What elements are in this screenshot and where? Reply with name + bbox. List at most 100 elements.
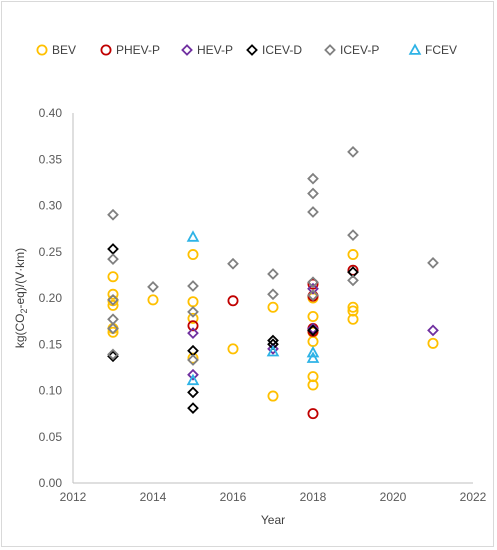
data-points (107, 145, 439, 420)
data-point-bev (107, 326, 119, 338)
y-tick-label: 0.25 (39, 245, 63, 259)
data-point-icev-p (107, 208, 119, 221)
data-point-icev-p (307, 289, 319, 302)
y-tick-labels: 0.00 0.05 0.10 0.15 0.20 0.25 0.30 0.35 0.40 (39, 106, 63, 490)
data-point-icev-p (107, 348, 119, 361)
y-tick-label: 0.10 (39, 384, 63, 398)
legend-label-icev-d: ICEV-D (262, 43, 302, 57)
legend-label-fcev: FCEV (425, 43, 457, 57)
y-tick-label: 0.15 (39, 337, 63, 351)
legend-marker-fcev (408, 43, 422, 55)
data-point-icev-d (267, 338, 279, 351)
data-point-bev (307, 310, 319, 322)
data-point-fcev (186, 373, 200, 386)
data-point-icev-p (107, 322, 119, 335)
data-point-bev (107, 299, 119, 311)
data-point-icev-p (347, 145, 359, 158)
legend-marker-phev-p (100, 44, 112, 56)
data-point-icev-p (267, 268, 279, 280)
data-point-bev (187, 312, 199, 324)
legend-label-phev-p: PHEV-P (116, 43, 160, 57)
data-point-bev (147, 294, 159, 306)
data-point-icev-p (107, 253, 119, 266)
legend-label-icev-p: ICEV-P (340, 43, 379, 57)
data-point-fcev (306, 351, 320, 363)
data-point-icev-p (307, 206, 319, 218)
data-point-bev (267, 390, 279, 402)
data-point-icev-p (107, 293, 119, 306)
x-axis-title: Year (261, 513, 285, 527)
data-point-bev (267, 301, 279, 313)
data-point-phev-p (307, 408, 319, 420)
data-point-icev-d (187, 386, 199, 399)
data-point-phev-p (307, 278, 319, 290)
y-axis-title-subscript: 2 (19, 308, 29, 313)
y-tick-label: 0.00 (39, 476, 63, 490)
y-axis-title: kg(CO2-eq)/(V·km) (13, 248, 29, 348)
y-tick-label: 0.35 (39, 152, 63, 166)
data-point-phev-p (187, 320, 199, 332)
data-point-bev (187, 296, 199, 308)
series-hev-p (187, 282, 439, 381)
data-point-fcev (266, 344, 280, 357)
x-tick-labels: 2012 2014 2016 2018 2020 2022 (60, 490, 487, 504)
data-point-icev-d (307, 324, 319, 337)
legend-marker-icev-p (324, 44, 336, 56)
x-tick-label: 2014 (140, 490, 167, 504)
data-point-icev-p (307, 187, 319, 200)
data-point-hev-p (427, 324, 439, 337)
x-tick-label: 2018 (300, 490, 327, 504)
legend-marker-bev (36, 44, 48, 56)
series-icev-p (107, 145, 439, 366)
axes (72, 113, 473, 484)
data-point-bev (347, 313, 359, 325)
data-point-icev-p (347, 274, 359, 287)
data-point-icev-p (187, 306, 199, 318)
data-point-icev-p (307, 172, 319, 185)
data-point-icev-d (107, 243, 119, 255)
data-point-bev (427, 337, 439, 349)
data-point-icev-p (187, 280, 199, 292)
data-point-bev (107, 271, 119, 283)
legend-marker-hev-p (181, 44, 193, 56)
data-point-hev-p (307, 282, 319, 295)
data-point-icev-p (347, 229, 359, 241)
data-point-bev (307, 379, 319, 391)
y-tick-label: 0.40 (39, 106, 63, 120)
data-point-icev-p (427, 256, 439, 269)
data-point-icev-d (187, 402, 199, 414)
data-point-bev (347, 301, 359, 313)
x-tick-label: 2016 (220, 490, 247, 504)
x-tick-label: 2012 (60, 490, 87, 504)
legend-marker-icev-d (246, 44, 258, 56)
data-point-bev (347, 249, 359, 261)
data-point-hev-p (187, 368, 199, 381)
series-fcev (186, 230, 320, 386)
y-axis-title-part-2: -eq)/(V·km) (13, 248, 27, 309)
data-point-hev-p (267, 343, 279, 355)
y-axis-title-part-1: kg(CO (13, 314, 27, 349)
data-point-icev-p (187, 354, 199, 366)
y-tick-label: 0.05 (39, 430, 63, 444)
x-tick-label: 2020 (380, 490, 407, 504)
data-point-bev (187, 249, 199, 261)
data-point-bev (107, 288, 119, 300)
data-point-fcev (186, 230, 200, 242)
series-bev (107, 249, 439, 402)
legend: BEV PHEV-P HEV-P ICEV-D ICEV-P FCEV (36, 43, 457, 57)
data-point-icev-p (227, 257, 239, 270)
legend-label-bev: BEV (52, 43, 76, 57)
legend-label-hev-p: HEV-P (197, 43, 233, 57)
data-point-bev (187, 352, 199, 364)
y-tick-label: 0.30 (39, 199, 63, 213)
y-tick-label: 0.20 (39, 291, 63, 305)
data-point-phev-p (227, 295, 239, 307)
data-point-bev (307, 335, 319, 347)
data-point-bev (227, 343, 239, 355)
data-point-hev-p (187, 327, 199, 340)
data-point-icev-p (147, 281, 159, 293)
data-point-hev-p (307, 322, 319, 335)
x-tick-label: 2022 (460, 490, 487, 504)
